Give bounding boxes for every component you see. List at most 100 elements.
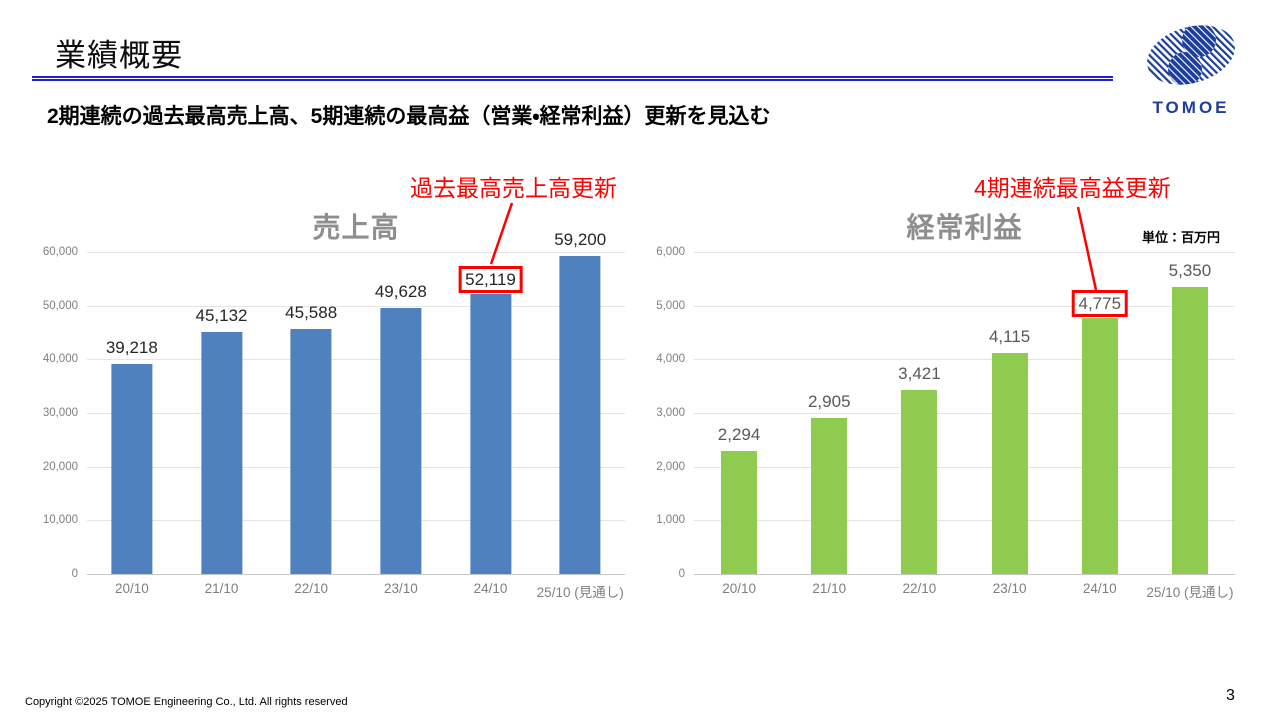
- gridline: [694, 305, 1235, 307]
- y-axis: 6,000 5,000 4,000 3,000 2,000 1,000 0: [652, 246, 694, 580]
- data-label-highlighted: 4,775: [1071, 289, 1129, 317]
- x-tick-label: 25/10 (見通し): [536, 585, 624, 600]
- data-label-highlighted: 52,119: [458, 266, 523, 294]
- bar-slot: 2,905: [784, 252, 874, 574]
- x-tick-label: 24/10: [1082, 581, 1117, 596]
- y-tick-label: 60,000: [42, 246, 78, 258]
- data-label: 45,588: [285, 303, 338, 323]
- logo-wordmark: TOMOE: [1152, 98, 1229, 117]
- x-tick-label: 22/10: [294, 581, 329, 596]
- data-label: 39,218: [105, 337, 158, 357]
- data-label: 5,350: [1168, 260, 1212, 280]
- bar-slot: 2,294: [694, 252, 784, 574]
- y-tick-label: 3,000: [656, 407, 685, 419]
- gridline: [87, 252, 625, 253]
- bars-container: 39,218 45,132 45,588 49,628 52,119 59,200: [87, 230, 625, 574]
- bar-slot: 45,588: [266, 252, 356, 574]
- y-tick-label: 50,000: [42, 299, 78, 312]
- y-tick-label: 5,000: [656, 299, 685, 312]
- bar-24/10: [469, 294, 512, 574]
- title-underline: [32, 76, 1113, 81]
- gridline: [694, 413, 1235, 414]
- bar-slot: 52,119: [446, 252, 536, 574]
- x-tick-label: 20/10: [722, 581, 756, 596]
- bar-slot: 39,218: [87, 252, 177, 574]
- bar-23/10: [380, 307, 422, 574]
- bar-22/10: [290, 329, 332, 574]
- gridline: [694, 466, 1235, 468]
- x-tick-label: 20/10: [114, 581, 149, 596]
- gridline: [87, 520, 625, 522]
- bar-21/10: [811, 418, 848, 574]
- bar-slot: 59,200: [535, 230, 625, 574]
- data-label: 45,132: [195, 305, 248, 325]
- bars-container: 2,294 2,905 3,421 4,115 4,775 5,350: [694, 252, 1235, 574]
- bar-24/10: [1081, 317, 1118, 574]
- x-tick-label: 23/10: [383, 581, 418, 596]
- gridline: [87, 466, 625, 468]
- x-axis: 20/10 21/10 22/10 23/10 24/10 25/10 (見通し): [35, 574, 625, 601]
- y-tick-label: 0: [678, 568, 685, 580]
- x-tick-label: 25/10 (見通し): [1146, 585, 1234, 600]
- slide-subtitle: 2期連続の過去最高売上高、5期連続の最高益（営業・経常利益）更新を見込む: [47, 105, 771, 128]
- y-axis: 60,000 50,000 40,000 30,000 20,000 10,000 0: [35, 246, 87, 580]
- plot-area: 2,294 2,905 3,421 4,115 4,775 5,350: [694, 252, 1235, 575]
- x-tick-label: 21/10: [204, 581, 239, 596]
- chart-title: 売上高: [312, 212, 400, 243]
- bar-slot: 45,132: [177, 252, 267, 574]
- bar-20/10: [111, 363, 153, 574]
- data-label: 3,421: [898, 364, 941, 384]
- company-logo: TOMOE: [1132, 14, 1250, 122]
- bar-22/10: [901, 390, 938, 574]
- bar-slot: 4,775: [1055, 252, 1145, 574]
- x-tick-label: 22/10: [902, 581, 937, 596]
- gridline: [87, 359, 625, 361]
- sales-chart: 売上高 60,000 50,000 40,000 30,000 20,000 10,000…: [35, 206, 625, 601]
- plot-area: 39,218 45,132 45,588 49,628 52,119 59,200: [87, 230, 625, 575]
- bar-25/10 (見通し): [1171, 286, 1208, 574]
- bar-slot: 4,115: [965, 252, 1055, 574]
- x-tick-label: 21/10: [812, 581, 847, 596]
- gridline: [694, 252, 1235, 253]
- copyright-text: Copyright ©2025 TOMOE Engineering Co., L…: [25, 696, 348, 708]
- y-tick-label: 2,000: [656, 460, 685, 473]
- x-axis: 20/10 21/10 22/10 23/10 24/10 25/10 (見通し): [652, 574, 1235, 601]
- gridline: [694, 520, 1235, 522]
- page-number: 3: [1226, 687, 1235, 704]
- bar-20/10: [721, 450, 758, 574]
- y-tick-label: 0: [71, 568, 78, 580]
- tomoe-logo-icon: TOMOE: [1140, 18, 1242, 117]
- gridline: [87, 574, 625, 575]
- page-title: 業績概要: [55, 38, 183, 73]
- gridline: [694, 574, 1235, 575]
- y-tick-label: 20,000: [42, 460, 78, 473]
- bar-23/10: [991, 353, 1028, 574]
- x-tick-label: 24/10: [473, 581, 508, 596]
- y-tick-label: 4,000: [656, 353, 685, 366]
- bar-25/10 (見通し): [559, 256, 601, 574]
- y-tick-label: 30,000: [42, 407, 78, 419]
- gridline: [87, 305, 625, 307]
- data-label: 4,115: [988, 327, 1031, 347]
- y-tick-label: 6,000: [656, 246, 685, 258]
- bar-21/10: [200, 331, 243, 574]
- bar-slot: 49,628: [356, 252, 446, 574]
- data-label: 59,200: [554, 230, 607, 250]
- gridline: [87, 413, 625, 414]
- profit-chart: 経常利益 6,000 5,000 4,000 3,000 2,000 1,000 0 2,2…: [652, 206, 1235, 601]
- unit-label: 単位：百万円: [1142, 230, 1221, 245]
- y-tick-label: 10,000: [42, 514, 78, 527]
- gridline: [694, 359, 1235, 361]
- annotation-profit-record: 4期連続最高益更新: [974, 175, 1171, 201]
- data-label: 2,905: [807, 392, 851, 412]
- data-label: 2,294: [717, 424, 761, 444]
- x-tick-label: 23/10: [992, 581, 1027, 596]
- bar-slot: 5,350: [1145, 252, 1235, 574]
- y-tick-label: 1,000: [656, 514, 685, 527]
- y-tick-label: 40,000: [42, 353, 78, 366]
- chart-title: 経常利益: [906, 212, 1023, 243]
- data-label: 49,628: [374, 281, 427, 301]
- annotation-sales-record: 過去最高売上高更新: [410, 175, 617, 201]
- bar-slot: 3,421: [874, 252, 964, 574]
